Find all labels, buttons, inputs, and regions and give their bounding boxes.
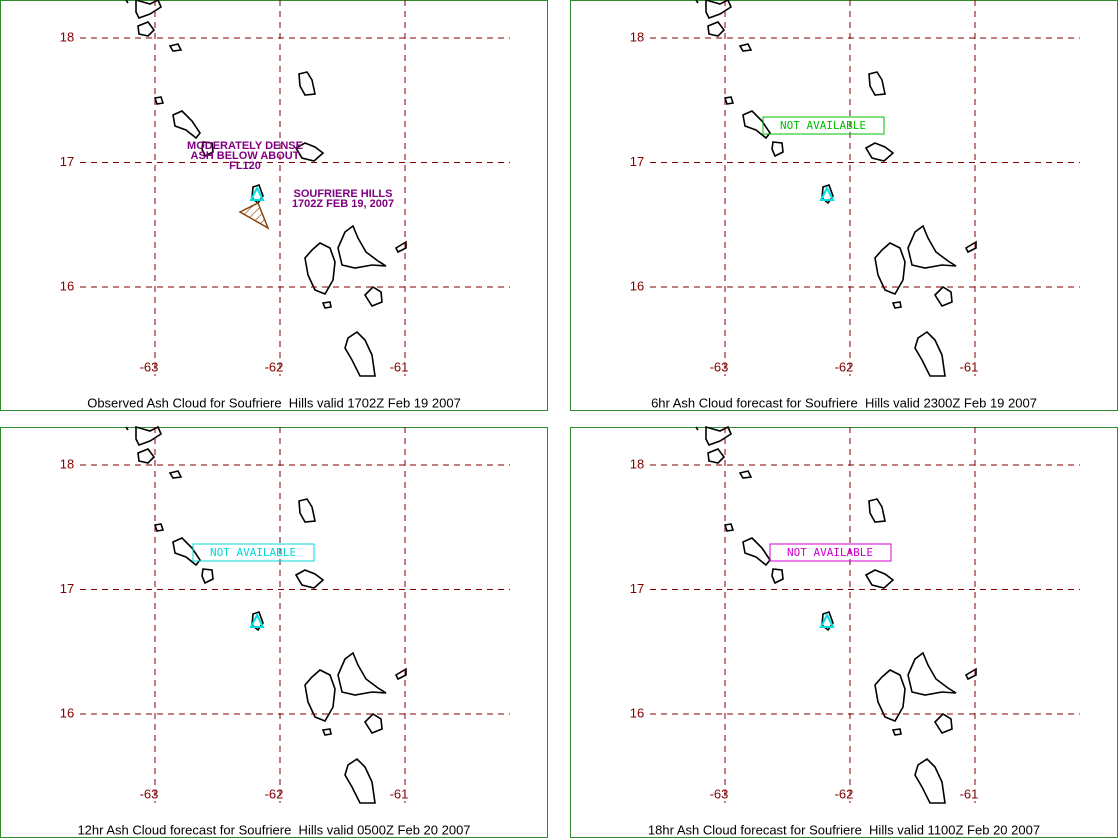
latitude-label: 16 <box>630 278 644 293</box>
caption: 18hr Ash Cloud forecast for Soufriere Hi… <box>648 822 1040 837</box>
panel-border <box>570 0 1118 411</box>
status-box <box>762 116 885 135</box>
latitude-label: 18 <box>60 456 74 471</box>
status-box <box>192 543 315 562</box>
panel-border <box>0 427 548 838</box>
latitude-label: 18 <box>630 29 644 44</box>
cloud-label: ASH BELOW ABOUT <box>191 150 300 162</box>
status-label: NOT AVAILABLE <box>787 546 873 559</box>
panel-border <box>570 427 1118 838</box>
latitude-label: 16 <box>60 705 74 720</box>
volcano-marker <box>819 612 835 628</box>
longitude-label: -63 <box>710 786 729 801</box>
map-panel: 18 17 16 -63 -62 -61 6hr Ash Cloud forecast fo… <box>570 0 1118 411</box>
map-panel: 18 17 16 -63 -62 -61 18hr Ash Cloud forecast f… <box>570 426 1118 838</box>
longitude-label: -63 <box>140 786 159 801</box>
status-label: NOT AVAILABLE <box>210 546 296 559</box>
latitude-label: 17 <box>630 581 644 596</box>
caption: 6hr Ash Cloud forecast for Soufriere Hil… <box>651 395 1037 410</box>
status-box <box>769 543 892 562</box>
longitude-label: -61 <box>390 786 409 801</box>
longitude-label: -61 <box>960 359 979 374</box>
volcano-marker <box>249 612 265 628</box>
longitude-label: -62 <box>835 359 854 374</box>
longitude-label: -62 <box>265 786 284 801</box>
volcano-label: 1702Z FEB 19, 2007 <box>292 198 394 210</box>
map-panel: 18 17 16 -63 -62 -61 Observed Ash Cloud for So… <box>0 0 548 411</box>
latitude-label: 16 <box>60 278 74 293</box>
volcano-marker <box>249 185 265 201</box>
caption: 12hr Ash Cloud forecast for Soufriere Hi… <box>77 822 470 837</box>
map-panel: 18 17 16 -63 -62 -61 12hr Ash Cloud forecast f… <box>0 426 548 838</box>
longitude-label: -62 <box>265 359 284 374</box>
latitude-label: 17 <box>630 154 644 169</box>
longitude-label: -61 <box>960 786 979 801</box>
longitude-label: -63 <box>710 359 729 374</box>
status-label: NOT AVAILABLE <box>780 119 866 132</box>
ash-cloud <box>238 201 270 230</box>
cloud-label: MODERATELY DENSE <box>187 140 303 152</box>
latitude-label: 17 <box>60 154 74 169</box>
latitude-label: 17 <box>60 581 74 596</box>
caption: Observed Ash Cloud for Soufriere Hills v… <box>87 395 461 410</box>
longitude-label: -62 <box>835 786 854 801</box>
latitude-label: 18 <box>60 29 74 44</box>
volcano-marker <box>819 185 835 201</box>
longitude-label: -63 <box>140 359 159 374</box>
longitude-label: -61 <box>390 359 409 374</box>
cloud-label: FL120 <box>229 160 261 172</box>
panel-border <box>0 0 548 411</box>
latitude-label: 16 <box>630 705 644 720</box>
volcano-label: SOUFRIERE HILLS <box>293 188 392 200</box>
latitude-label: 18 <box>630 456 644 471</box>
